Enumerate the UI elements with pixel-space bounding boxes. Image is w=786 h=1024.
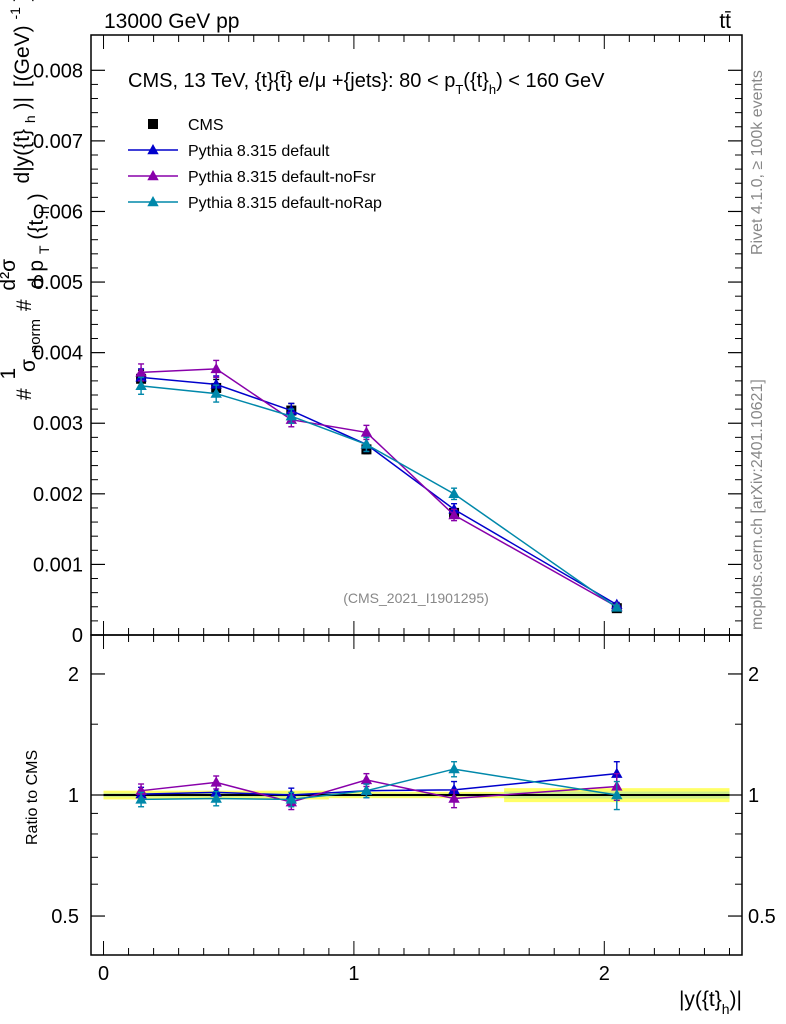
ratio-plot-marks [135,761,623,811]
y-tick-label: 0.003 [33,413,83,435]
data-point-pythia-8-315-default [210,378,222,389]
y-tick-label: 0 [72,625,83,647]
data-point-pythia-8-315-default-norap [285,410,298,421]
x-axis-label: |y({t}h)| [679,988,742,1017]
top-plot-marks [135,359,623,614]
y-axis-label: # 1 σ norm # d²σ d p T ({t h ) d|y({t} h… [0,0,54,400]
ratio-y-tick-label-right: 1 [748,785,759,807]
ratio-point-pythia-8-315-default-norap [135,793,147,804]
ratio-y-tick-label-right: 0.5 [748,906,776,928]
beam-label: 13000 GeV pp [104,10,239,33]
y-tick-label: 0.005 [33,272,83,294]
ratio-line-pythia-8-315-default [141,772,617,796]
legend-marker-pythia-8-315-default-norap [147,196,159,207]
process-label: tt̄ [719,10,731,33]
data-point-pythia-8-315-default-norap [448,487,460,499]
y-tick-label: 0.006 [33,201,83,223]
ratio-point-pythia-8-315-default-norap [611,789,623,800]
legend-label-pythia-8-315-default-norap: Pythia 8.315 default-noRap [188,195,382,212]
legend: CMS Pythia 8.315 default Pythia 8.315 defa… [128,117,382,212]
ratio-point-pythia-8-315-default-nofsr [360,773,373,785]
ratio-point-pythia-8-315-default-nofsr [448,792,460,803]
ratio-point-pythia-8-315-default [611,767,623,778]
data-point-pythia-8-315-default-nofsr [360,426,373,437]
ratio-y-tick-label: 2 [68,664,79,686]
ratio-y-axis-label: Ratio to CMS [24,750,41,845]
ratio-point-pythia-8-315-default-norap [210,792,222,803]
y-tick-label: 0.008 [33,60,83,82]
data-point-pythia-8-315-default [448,503,460,514]
series-line-pythia-8-315-default-norap [140,385,618,609]
ratio-point-pythia-8-315-default-norap [285,793,298,804]
y-tick-label: 0.002 [33,484,83,506]
ratio-line-pythia-8-315-default-norap [141,768,617,801]
data-point-pythia-8-315-default-nofsr [210,362,222,374]
legend-marker-pythia-8-315-default-nofsr [147,170,159,181]
legend-label-pythia-8-315-default-nofsr: Pythia 8.315 default-noFsr [188,169,376,186]
data-point-pythia-8-315-default-nofsr [448,509,460,520]
data-point-pythia-8-315-default-nofsr [135,366,147,377]
legend-marker-cms [148,119,158,129]
x-tick-label: 2 [599,963,610,985]
ratio-point-pythia-8-315-default-nofsr [210,776,222,787]
ratio-point-pythia-8-315-default-norap [448,763,460,774]
analysis-watermark: (CMS_2021_I1901295) [343,590,489,606]
data-point-pythia-8-315-default-norap [360,438,373,449]
x-tick-label: 1 [348,963,359,985]
ratio-point-pythia-8-315-default-norap [360,784,373,795]
mcplots-label: mcplots.cern.ch [arXiv:2401.10621] [749,379,766,630]
series-line-pythia-8-315-default [141,376,618,606]
legend-marker-pythia-8-315-default [147,144,159,155]
legend-label-cms: CMS [188,117,224,134]
legend-label-pythia-8-315-default: Pythia 8.315 default [188,143,330,160]
data-point-pythia-8-315-default-norap [210,387,222,398]
ratio-y-tick-label-right: 2 [748,664,759,686]
bottom-axis-ticks: 0.5 0.5 1 1 2 2 0 1 2 [51,635,776,985]
data-point-pythia-8-315-default-norap [611,601,623,612]
y-tick-label: 0.004 [33,343,83,365]
y-tick-label: 0.007 [33,131,83,153]
top-axis-ticks: 0 0.001 0.002 0.003 0.004 0.005 0.006 0.007 0.00… [33,35,742,647]
x-tick-label: 0 [98,963,109,985]
data-point-pythia-8-315-default-norap [135,379,147,391]
ratio-line-pythia-8-315-default-nofsr [140,779,617,803]
svg-text:# 1 σ norm: # 1 σ norm # d²σ d p T ({t h ) d|y({t} h… [0,0,54,400]
ratio-y-tick-label: 1 [68,785,79,807]
ratio-point-pythia-8-315-default [448,783,460,795]
y-tick-label: 0.001 [33,554,83,576]
series-line-pythia-8-315-default-nofsr [141,368,618,608]
rivet-label: Rivet 4.1.0, ≥ 100k events [749,70,766,255]
chart-title: CMS, 13 TeV, {t}{t̄} e/μ +{jets}: 80 < p… [128,70,605,97]
ratio-y-tick-label: 0.5 [51,906,79,928]
